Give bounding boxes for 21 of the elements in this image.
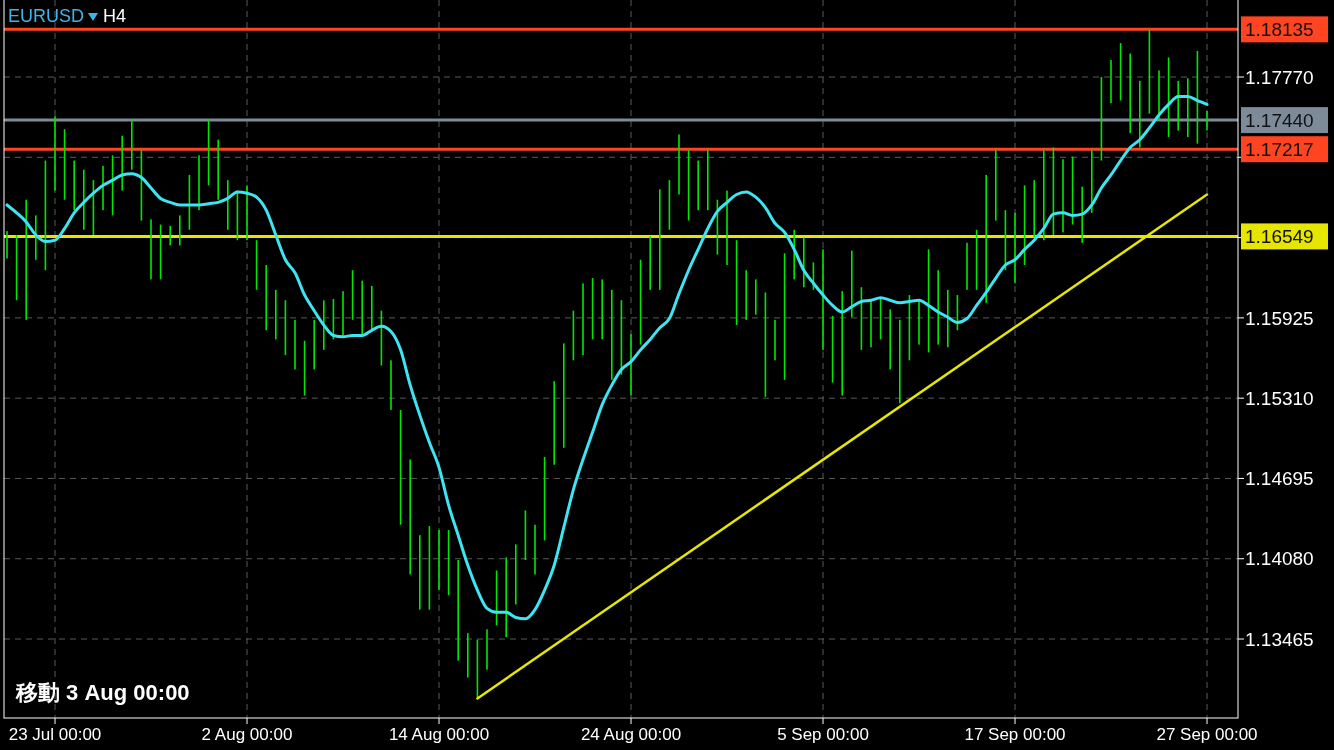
- ref-line-label: 1.18135: [1245, 19, 1314, 41]
- y-tick-label: 1.13465: [1245, 628, 1314, 650]
- x-tick-label: 24 Aug 00:00: [580, 725, 682, 744]
- ref-line-label: 1.17217: [1245, 138, 1314, 160]
- x-tick-label: 5 Sep 00:00: [777, 725, 869, 744]
- line-series: [5, 95, 1209, 621]
- annotation: 移動 3 Aug 00:00: [15, 680, 190, 705]
- chart-subtitle: H4: [103, 6, 127, 26]
- y-tick-label: 1.17770: [1245, 66, 1314, 88]
- y-tick-label: 1.14695: [1245, 468, 1314, 490]
- x-tick-label: 23 Jul 00:00: [8, 725, 102, 744]
- x-tick-label: 2 Aug 00:00: [201, 725, 293, 744]
- ref-line-label: 1.17440: [1245, 109, 1314, 131]
- y-tick-label: 1.14080: [1245, 548, 1314, 570]
- x-tick-label: 17 Sep 00:00: [964, 725, 1066, 744]
- x-tick-label: 14 Aug 00:00: [388, 725, 490, 744]
- y-tick-label: 1.15310: [1245, 387, 1314, 409]
- y-tick-label: 1.15925: [1245, 307, 1314, 329]
- x-tick-label: 27 Sep 00:00: [1156, 725, 1258, 744]
- ref-line-label: 1.16549: [1245, 226, 1314, 248]
- chart-title: EURUSD: [8, 6, 85, 26]
